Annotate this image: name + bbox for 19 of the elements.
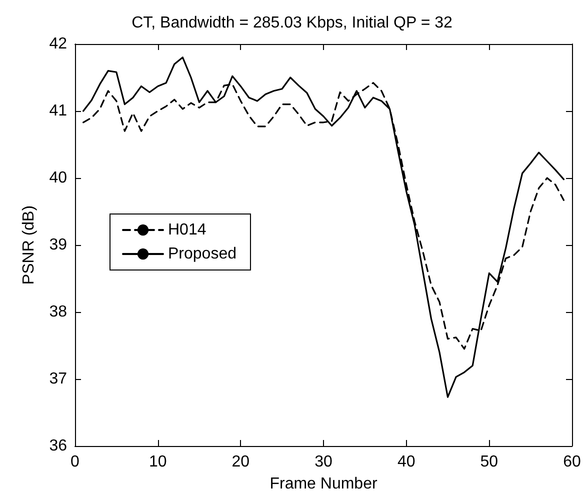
x-tick-label: 60	[563, 454, 581, 470]
y-tick-label: 40	[49, 170, 68, 186]
chart-title: CT, Bandwidth = 285.03 Kbps, Initial QP = 32	[132, 14, 452, 32]
y-axis-title: PSNR (dB)	[20, 205, 38, 285]
y-tick-label: 42	[49, 36, 68, 52]
x-tick-label: 20	[232, 454, 250, 470]
y-tick-label: 38	[49, 304, 68, 320]
x-tick-label: 30	[314, 454, 332, 470]
y-tick-label: 41	[49, 102, 68, 120]
y-tick-label: 37	[49, 370, 68, 388]
x-tick-label: 0	[70, 454, 80, 470]
x-tick-label: 10	[148, 454, 167, 470]
y-tick-label: 36	[49, 438, 68, 454]
x-axis-title: Frame Number	[270, 476, 378, 492]
x-tick-label: 50	[480, 454, 498, 470]
legend-label: Proposed	[168, 246, 236, 262]
x-tick-label: 40	[397, 454, 416, 470]
legend-label: H014	[168, 222, 206, 238]
y-tick-label: 39	[49, 236, 68, 254]
